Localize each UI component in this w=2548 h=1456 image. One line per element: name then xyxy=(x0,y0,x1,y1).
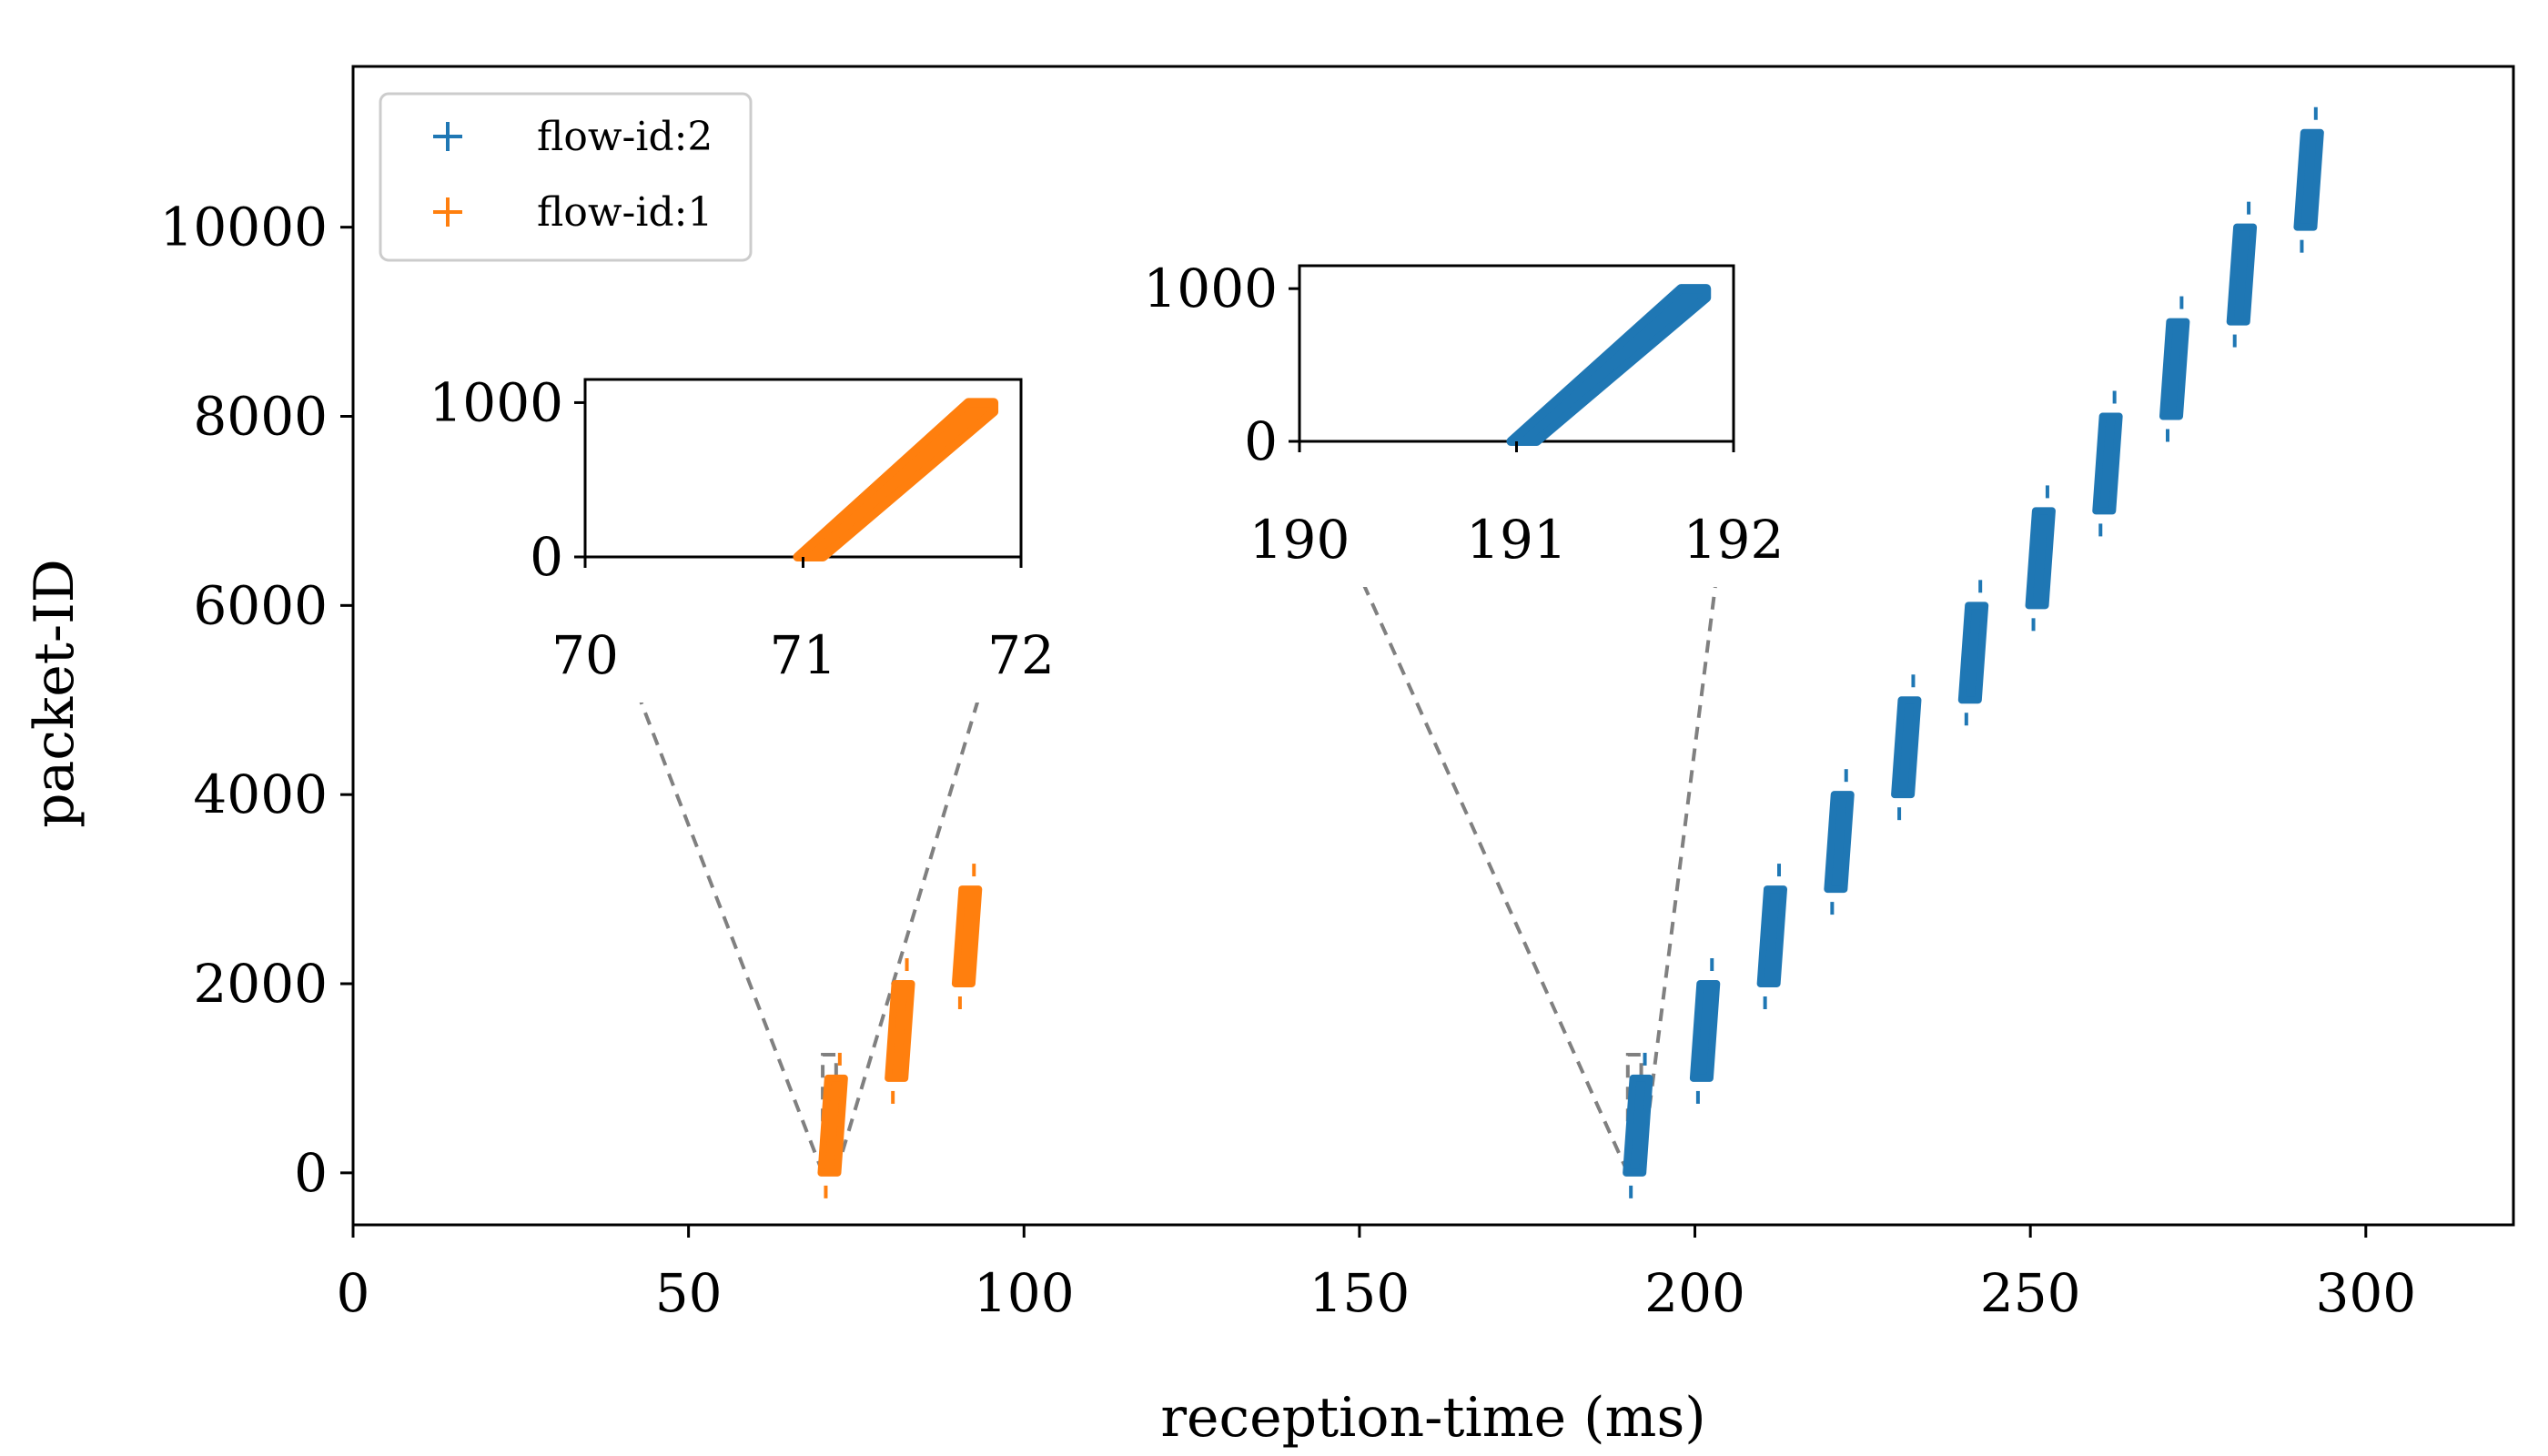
x-axis-title: reception-time (ms) xyxy=(1160,1386,1705,1450)
legend-entry: flow-id:2 xyxy=(433,114,713,160)
data-burst xyxy=(2025,485,2056,632)
x-tick-label: 200 xyxy=(1644,1262,1745,1324)
y-tick-label: 8000 xyxy=(193,385,328,447)
legend: flow-id:2 flow-id:1 xyxy=(379,92,753,262)
legend-label: flow-id:1 xyxy=(537,189,713,236)
plot-frame xyxy=(351,65,2515,1227)
inset-plot: 70 71 72 0 1000 xyxy=(394,352,1055,703)
y-tick-label: 2000 xyxy=(193,953,328,1015)
burst-body xyxy=(2293,128,2324,231)
inset-x-tick-label: 190 xyxy=(1249,509,1350,571)
burst-body xyxy=(885,980,915,1082)
inset-x-tick-label: 72 xyxy=(987,624,1055,686)
burst-body xyxy=(1891,696,1922,799)
data-burst xyxy=(2159,296,2190,442)
legend-box xyxy=(379,92,753,262)
data-burst xyxy=(2293,106,2324,253)
x-tick-label: 50 xyxy=(655,1262,723,1324)
burst-body xyxy=(1824,791,1855,894)
burst-body xyxy=(951,885,983,988)
data-burst xyxy=(2226,201,2258,348)
inset-plot: 190 191 192 0 1000 xyxy=(1108,238,1784,587)
x-tick-label: 100 xyxy=(974,1262,1075,1324)
data-burst xyxy=(1824,769,1855,915)
inset-y-tick-label: 1000 xyxy=(1143,258,1278,319)
y-axis-title: packet-ID xyxy=(23,559,86,828)
burst-body xyxy=(1623,1074,1653,1177)
x-tick-label: 250 xyxy=(1980,1262,2081,1324)
inset-x-tick-label: 70 xyxy=(551,624,619,686)
burst-body xyxy=(2226,223,2258,326)
x-tick-label: 300 xyxy=(2315,1262,2416,1324)
inset-y-tick-label: 0 xyxy=(1244,410,1278,472)
legend-label: flow-id:2 xyxy=(537,114,713,160)
data-burst xyxy=(1957,580,1989,726)
data-burst xyxy=(2092,390,2123,537)
data-burst xyxy=(1623,1052,1653,1198)
data-marks xyxy=(817,106,2324,1198)
burst-body xyxy=(2159,318,2190,420)
y-tick-label: 4000 xyxy=(193,763,328,825)
inset-x-tick-label: 192 xyxy=(1684,509,1785,571)
data-burst xyxy=(817,1052,848,1198)
y-tick-label: 6000 xyxy=(193,574,328,636)
burst-body xyxy=(817,1074,848,1177)
burst-body xyxy=(1957,602,1989,704)
legend-entry: flow-id:1 xyxy=(433,189,713,236)
data-burst xyxy=(885,958,915,1104)
inset-x-tick-label: 191 xyxy=(1466,509,1567,571)
inset-frame xyxy=(1298,264,1735,443)
x-tick-label: 0 xyxy=(337,1262,370,1324)
zoom-connector-line xyxy=(1298,440,1630,1174)
inset-y-tick-label: 1000 xyxy=(429,371,563,433)
inset-burst xyxy=(1506,284,1712,446)
inset-burst xyxy=(793,398,999,561)
data-burst xyxy=(1756,864,1788,1010)
y-tick-label: 0 xyxy=(294,1142,328,1204)
inset-frame xyxy=(583,378,1023,559)
insets: 70 71 72 0 1000 190 191 192 0 1000 xyxy=(394,238,1784,703)
inset-x-tick-label: 71 xyxy=(770,624,837,686)
burst-body xyxy=(2092,412,2123,515)
data-burst xyxy=(1891,674,1922,821)
burst-body xyxy=(2025,507,2056,610)
data-burst xyxy=(1689,958,1721,1104)
x-tick-label: 150 xyxy=(1309,1262,1410,1324)
burst-body xyxy=(1689,980,1721,1082)
data-burst xyxy=(951,864,983,1010)
inset-y-tick-label: 0 xyxy=(530,526,563,588)
burst-body xyxy=(1756,885,1788,988)
y-tick-label: 10000 xyxy=(159,197,328,258)
